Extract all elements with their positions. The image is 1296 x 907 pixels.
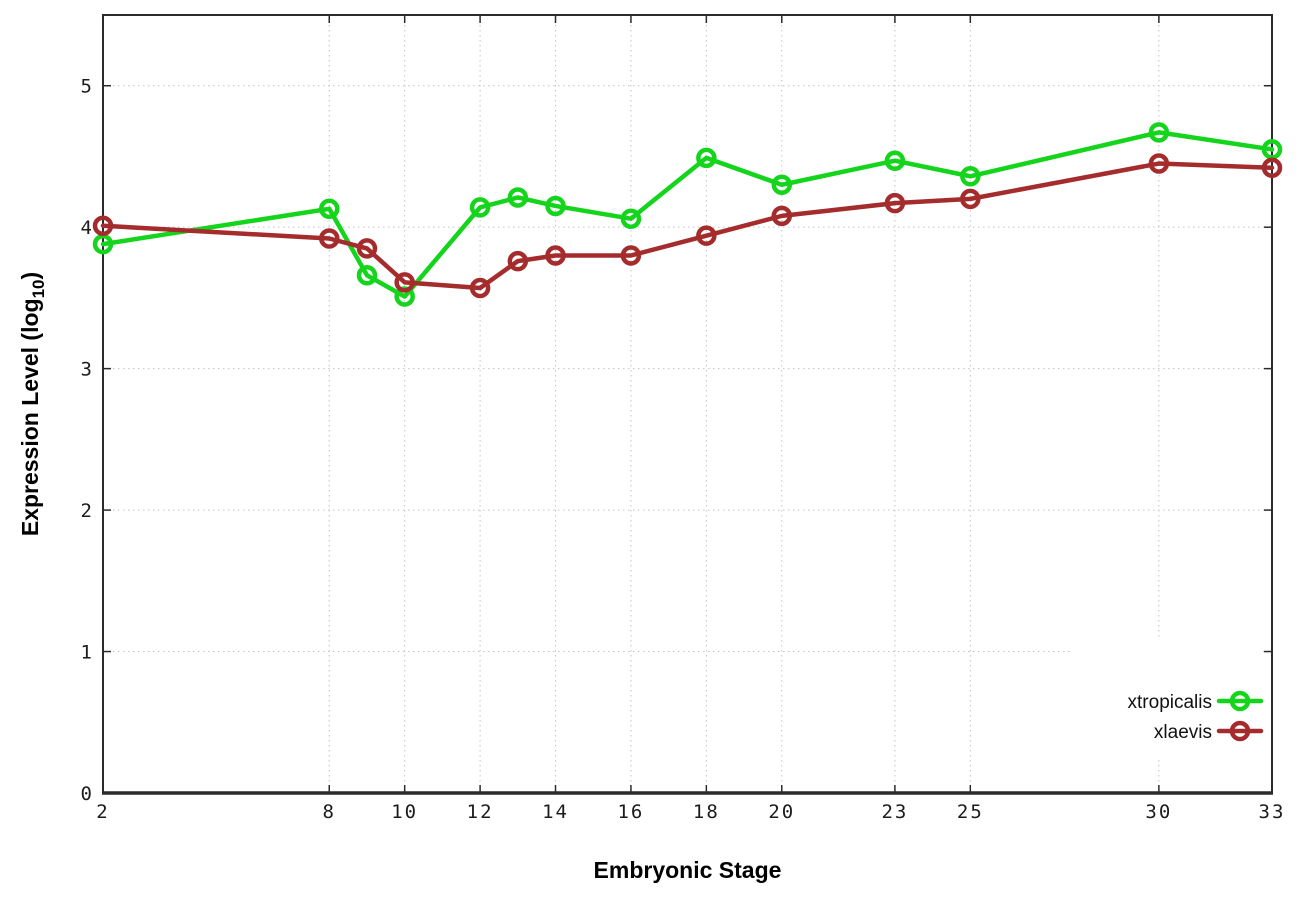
legend-marker-xlaevis	[1229, 720, 1251, 742]
data-point-marker-xtropicalis	[469, 197, 491, 218]
data-point-marker-xlaevis	[884, 192, 906, 214]
y-tick-label: 0	[81, 783, 94, 805]
data-point-marker-xlaevis	[960, 188, 981, 210]
x-tick-label: 14	[542, 801, 569, 823]
legend-marker-xtropicalis	[1229, 690, 1251, 712]
data-point-marker-xlaevis	[1261, 157, 1283, 179]
series-line-xtropicalis	[100, 130, 1275, 299]
data-point-marker-xtropicalis	[356, 265, 378, 286]
data-point-marker-xtropicalis	[1261, 139, 1283, 160]
data-point-marker-xtropicalis	[507, 187, 529, 208]
data-point-marker-xtropicalis	[1148, 122, 1170, 143]
y-tick-label: 3	[81, 359, 94, 381]
data-point-marker-xtropicalis	[884, 150, 906, 171]
legend-label-xlaevis: xlaevis	[1154, 722, 1212, 743]
x-tick-label: 18	[693, 801, 720, 823]
data-point-marker-xlaevis	[620, 245, 642, 266]
data-point-marker-xlaevis	[92, 215, 114, 237]
data-point-marker-xlaevis	[507, 250, 529, 272]
data-point-marker-xtropicalis	[620, 208, 642, 229]
legend-label-xtropicalis: xtropicalis	[1128, 692, 1212, 713]
x-tick-label: 12	[467, 801, 494, 823]
x-axis-label: Embryonic Stage	[594, 857, 782, 883]
y-tick-label: 5	[81, 76, 94, 98]
data-point-marker-xlaevis	[771, 205, 793, 227]
data-point-marker-xlaevis	[469, 277, 491, 299]
data-point-marker-xlaevis	[394, 272, 415, 293]
x-tick-label: 10	[391, 801, 418, 823]
x-tick-label: 2	[96, 801, 109, 823]
x-tick-label: 23	[881, 801, 908, 823]
y-axis-label: Expression Level (log10)	[17, 272, 48, 536]
x-tick-label: 30	[1145, 801, 1172, 823]
x-tick-label: 8	[323, 801, 336, 823]
data-point-marker-xtropicalis	[319, 198, 340, 220]
data-point-marker-xlaevis	[356, 238, 378, 259]
y-tick-label: 4	[81, 217, 94, 239]
x-tick-label: 33	[1259, 801, 1286, 823]
data-point-marker-xtropicalis	[960, 166, 981, 187]
x-tick-label: 20	[768, 801, 795, 823]
data-point-marker-xtropicalis	[771, 174, 793, 195]
data-point-marker-xlaevis	[319, 228, 340, 249]
data-point-marker-xtropicalis	[92, 233, 114, 255]
data-point-marker-xlaevis	[545, 245, 566, 266]
data-point-marker-xlaevis	[1148, 153, 1170, 174]
data-point-marker-xtropicalis	[696, 147, 717, 169]
data-point-marker-xtropicalis	[545, 195, 566, 217]
data-point-marker-xlaevis	[696, 225, 717, 246]
y-tick-label: 1	[81, 642, 94, 664]
x-tick-label: 25	[957, 801, 984, 823]
series-line-xlaevis	[100, 161, 1275, 291]
y-tick-label: 2	[81, 500, 94, 522]
x-tick-label: 16	[617, 801, 644, 823]
